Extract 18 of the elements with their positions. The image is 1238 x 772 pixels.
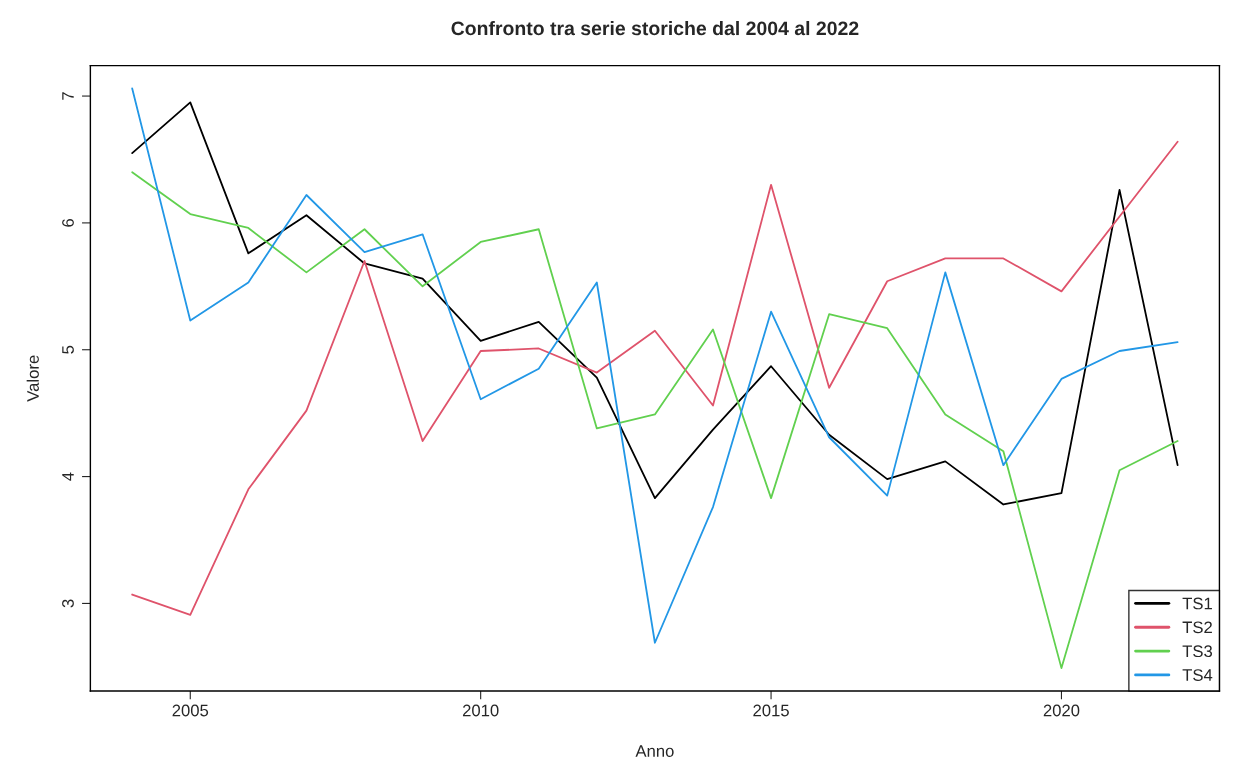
line-series bbox=[131, 171, 1179, 670]
y-axis-title: Valore bbox=[26, 355, 39, 402]
y-tick-label: 6 bbox=[62, 219, 74, 227]
y-tick-label: 4 bbox=[62, 472, 74, 481]
y-tick-label: 7 bbox=[62, 92, 74, 100]
x-tick-label: 2010 bbox=[462, 704, 499, 717]
x-tick-label: 2020 bbox=[1043, 704, 1080, 717]
chart-title: Confronto tra serie storiche dal 2004 al 2022 bbox=[451, 20, 859, 36]
x-tick-label: 2005 bbox=[172, 704, 209, 717]
y-tick-label: 5 bbox=[62, 345, 74, 354]
legend-label: TS2 bbox=[1182, 621, 1212, 634]
legend-label: TS3 bbox=[1182, 645, 1213, 658]
legend-label: TS1 bbox=[1182, 597, 1212, 610]
x-tick-label: 2015 bbox=[753, 704, 789, 717]
line-series bbox=[131, 101, 1179, 506]
y-tick-label: 3 bbox=[62, 599, 74, 608]
x-axis-title: Anno bbox=[635, 745, 674, 757]
legend-label: TS4 bbox=[1182, 669, 1213, 681]
